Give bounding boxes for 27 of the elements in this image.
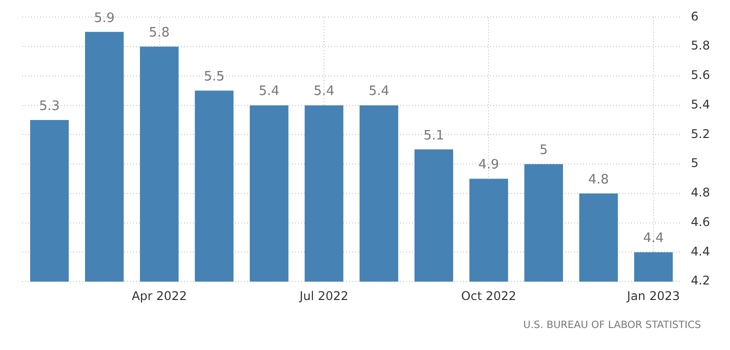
y-tick-label: 5.6 <box>690 68 710 82</box>
data-label: 5.4 <box>368 84 390 100</box>
y-tick-label: 5 <box>690 156 699 170</box>
y-tick-label: 6 <box>690 9 699 24</box>
y-tick-label: 5.4 <box>690 97 710 112</box>
data-label: 5.4 <box>258 84 280 100</box>
y-tick-label: 5.8 <box>690 38 710 53</box>
y-tick-label: 4.2 <box>690 274 710 288</box>
x-tick-label: Jul 2022 <box>298 288 348 303</box>
data-label: 4.8 <box>588 172 609 188</box>
x-tick-label: Apr 2022 <box>132 288 187 303</box>
text: U.S. BUREAU OF LABOR STATISTICS <box>523 320 701 331</box>
data-label: 5.1 <box>423 128 444 144</box>
data-label: 5.5 <box>204 70 225 85</box>
y-tick-label: 4.4 <box>690 244 710 258</box>
y-tick-label: 4.6 <box>690 214 710 229</box>
data-label: 5 <box>540 142 548 158</box>
y-tick-label: 4.8 <box>690 186 710 200</box>
data-label: 4.4 <box>643 231 664 246</box>
data-label: 4.9 <box>478 158 500 173</box>
x-tick-label: Oct 2022 <box>461 288 516 303</box>
data-label: 5.8 <box>148 25 170 40</box>
data-label: 5.4 <box>314 84 334 100</box>
data-label: 5.3 <box>39 98 60 114</box>
data-label: 5.9 <box>94 10 115 26</box>
y-tick-label: 5.2 <box>690 126 710 141</box>
x-tick-label: Jan 2023 <box>626 288 680 303</box>
